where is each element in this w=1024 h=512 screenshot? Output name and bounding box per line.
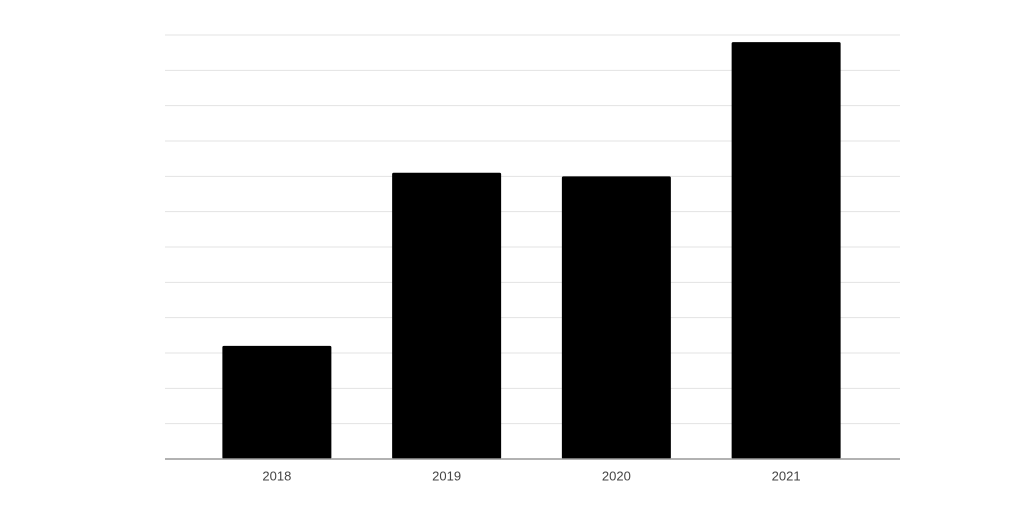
- bar: [392, 172, 502, 460]
- bar: [561, 176, 671, 460]
- bar: [731, 42, 841, 460]
- x-tick-label: 2019: [432, 468, 461, 483]
- x-tick-label: 2018: [262, 468, 291, 483]
- bar: [222, 345, 332, 459]
- x-tick-label: 2021: [772, 468, 801, 483]
- x-tick-label: 2020: [602, 468, 631, 483]
